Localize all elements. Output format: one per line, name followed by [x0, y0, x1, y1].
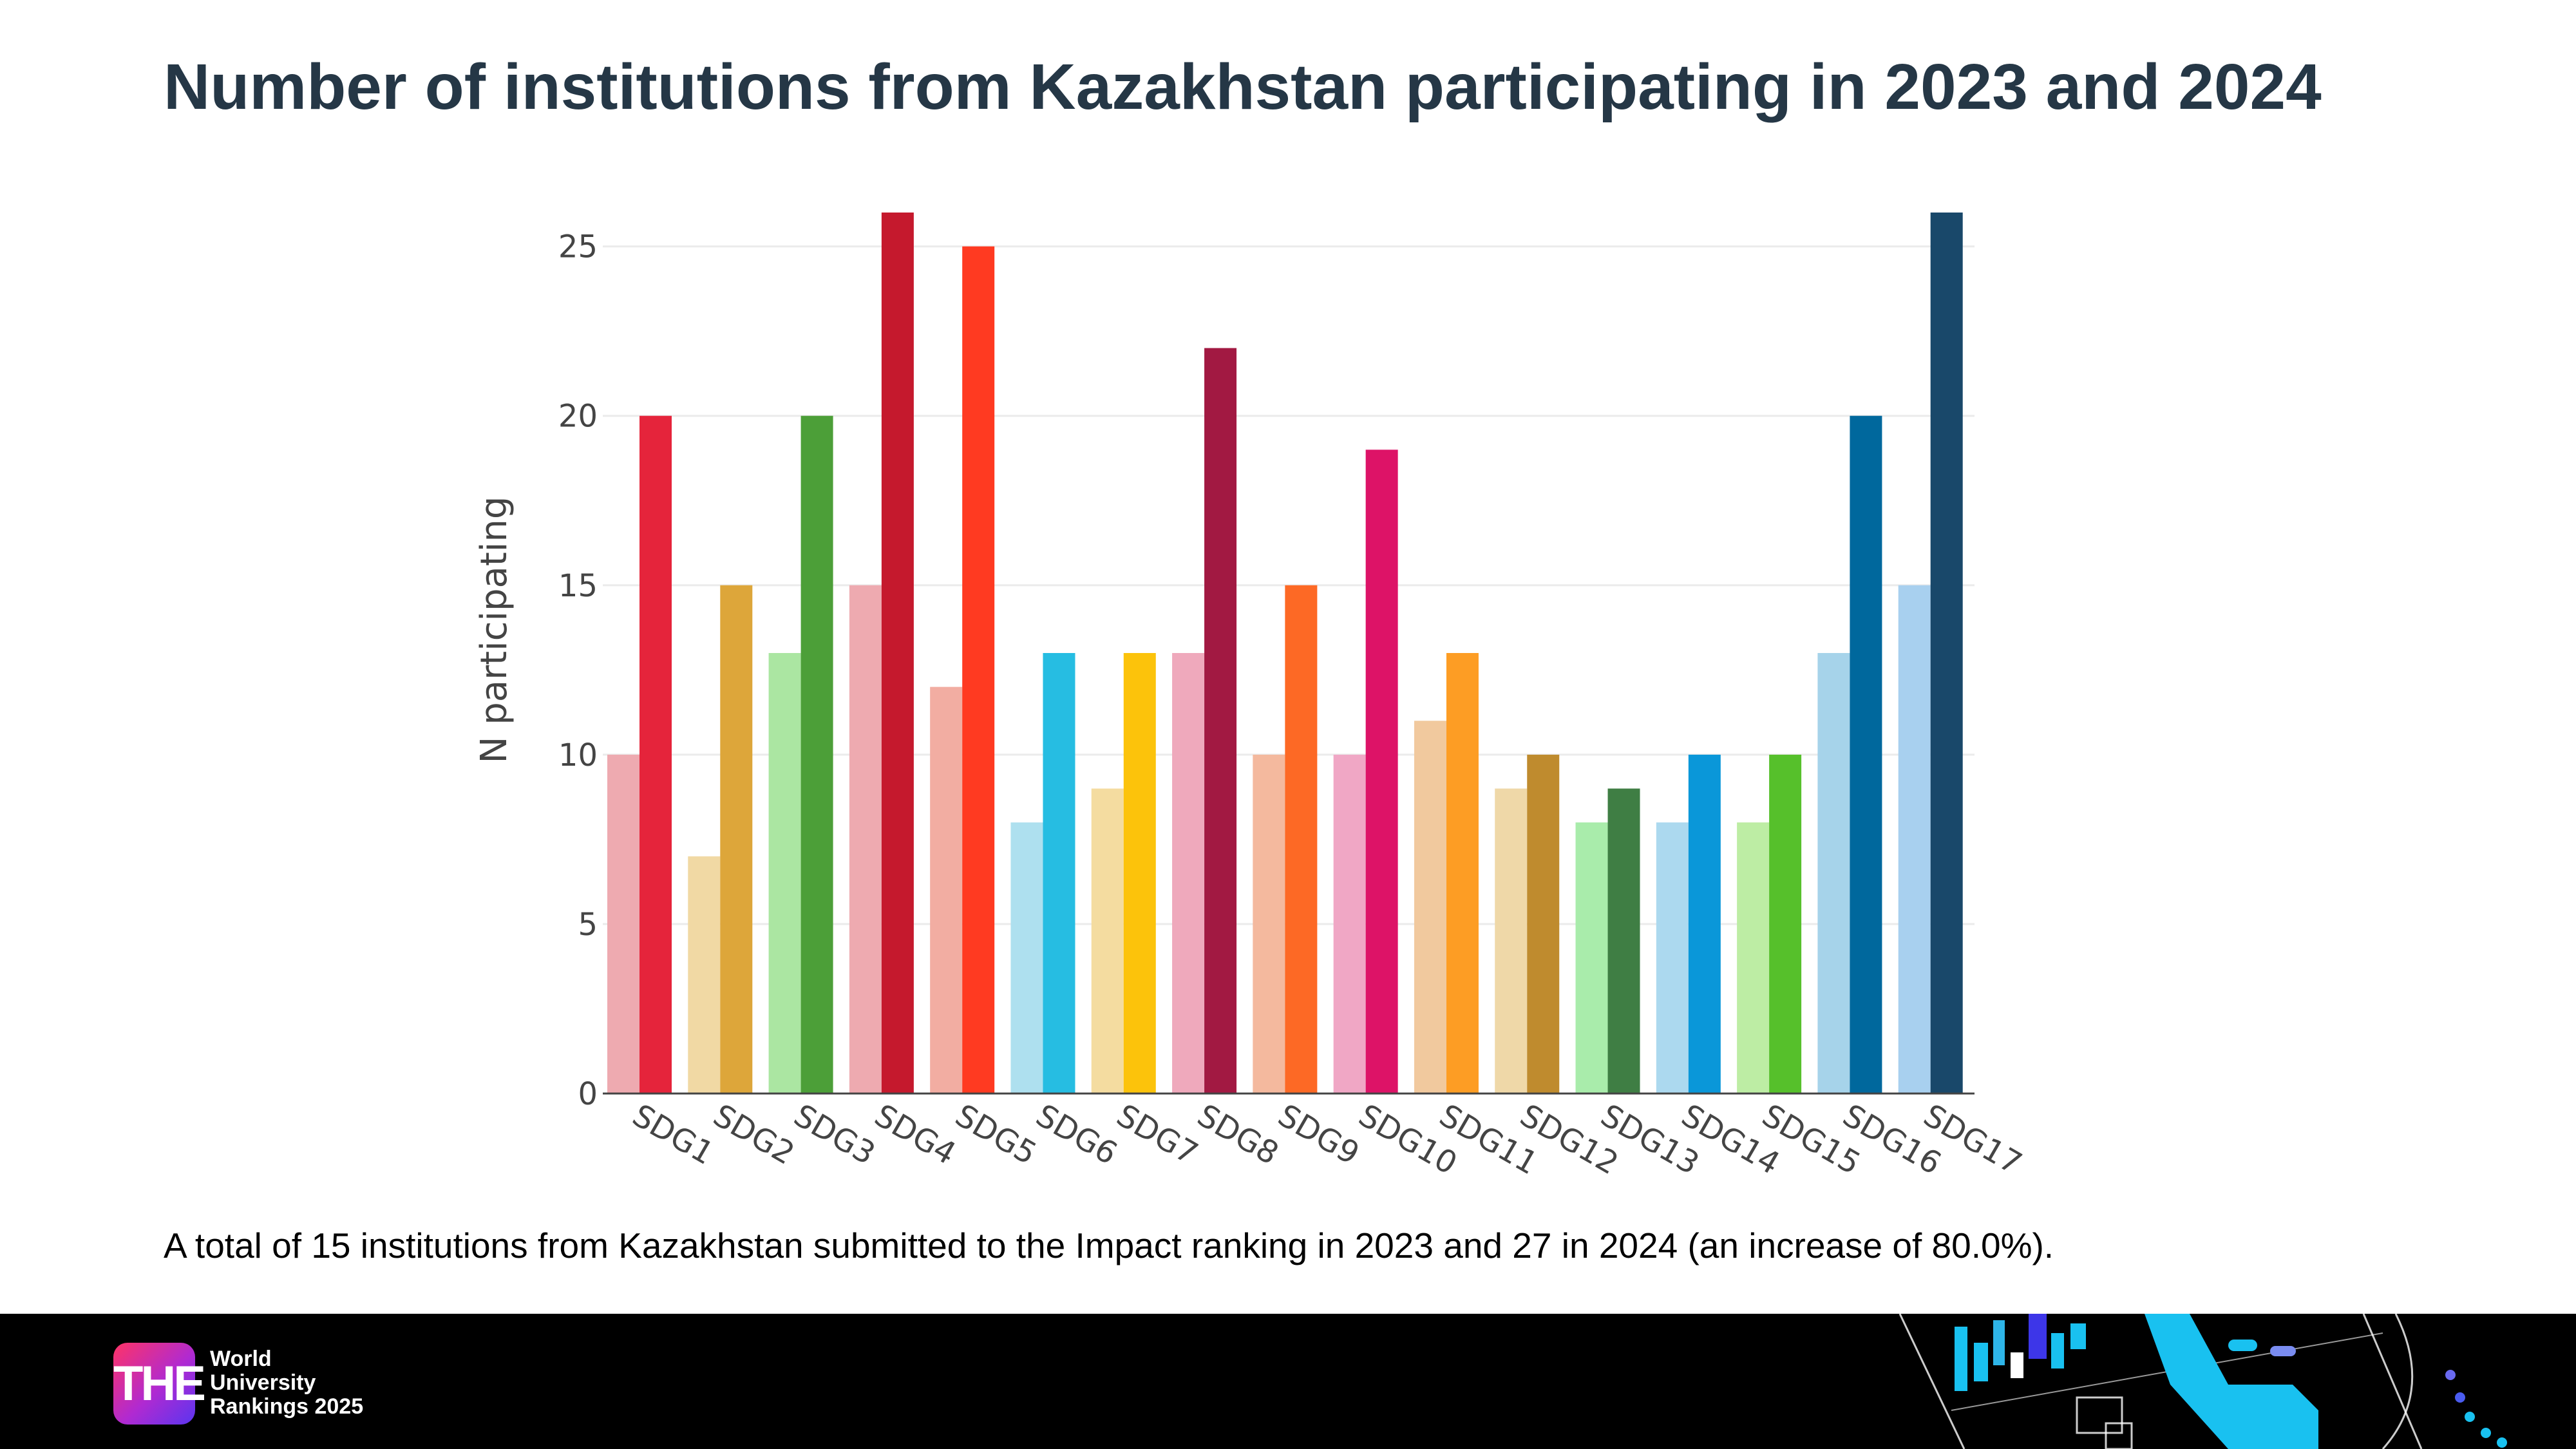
deco-hand: [2145, 1314, 2318, 1449]
bar-2024-sdg8: [1204, 348, 1237, 1094]
y-tick-label: 25: [558, 229, 598, 265]
y-tick-label: 10: [558, 737, 598, 773]
bar-2023-sdg4: [849, 585, 882, 1094]
x-tick-label: SDG6: [1030, 1097, 1123, 1172]
bar-2023-sdg9: [1253, 754, 1285, 1094]
bar-2023-sdg5: [930, 687, 963, 1094]
deco-line: [2362, 1314, 2423, 1449]
deco-bar: [1955, 1327, 1967, 1391]
deco-arc: [2382, 1314, 2414, 1449]
bar-2023-sdg16: [1817, 653, 1850, 1094]
bar-2024-sdg15: [1769, 754, 1802, 1094]
deco-box: [2105, 1422, 2133, 1449]
bar-2023-sdg6: [1010, 822, 1043, 1094]
y-axis-label: N participating: [473, 497, 515, 764]
deco-bar: [1993, 1320, 2005, 1365]
deco-dot: [2455, 1392, 2465, 1403]
bar-2024-sdg7: [1123, 653, 1156, 1094]
bar-2024-sdg1: [639, 415, 672, 1094]
deco-box: [2076, 1396, 2123, 1434]
bar-2023-sdg11: [1414, 721, 1446, 1094]
summary-text: A total of 15 institutions from Kazakhst…: [164, 1226, 2054, 1265]
bar-2024-sdg9: [1285, 585, 1318, 1094]
deco-bar: [1974, 1343, 1988, 1381]
deco-dot: [2465, 1412, 2475, 1422]
bar-2023-sdg12: [1495, 788, 1528, 1094]
logo-line: Rankings 2025: [210, 1394, 364, 1419]
bar-2024-sdg10: [1365, 450, 1398, 1094]
bar-2024-sdg14: [1688, 754, 1721, 1094]
x-tick-label: SDG8: [1191, 1097, 1285, 1172]
bar-2024-sdg11: [1446, 653, 1479, 1094]
deco-bar: [2070, 1323, 2086, 1349]
bar-2023-sdg14: [1656, 822, 1689, 1094]
x-tick-label: SDG9: [1272, 1097, 1365, 1172]
deco-dot: [2497, 1437, 2507, 1448]
deco-bar: [2051, 1333, 2064, 1368]
y-tick-label: 15: [558, 568, 598, 604]
x-tick-label: SDG3: [788, 1097, 881, 1172]
decorative-graphic: [1899, 1314, 2507, 1449]
bar-2023-sdg1: [607, 754, 639, 1094]
bar-2023-sdg7: [1091, 788, 1124, 1094]
x-tick-label: SDG1: [627, 1097, 720, 1172]
logo-line: World: [210, 1347, 272, 1371]
bar-2023-sdg13: [1575, 822, 1608, 1094]
x-tick-label: SDG4: [869, 1097, 962, 1172]
x-tick-label: SDG2: [707, 1097, 800, 1172]
bar-chart: 0510152025SDG1SDG2SDG3SDG4SDG5SDG6SDG7SD…: [473, 213, 2028, 1182]
bar-2023-sdg2: [688, 856, 721, 1094]
deco-dash: [2228, 1340, 2257, 1351]
bar-2024-sdg6: [1043, 653, 1075, 1094]
y-tick-label: 20: [558, 399, 598, 435]
bar-2024-sdg3: [800, 415, 833, 1094]
bar-2023-sdg3: [768, 653, 801, 1094]
logo-line: University: [210, 1370, 316, 1395]
bar-2023-sdg15: [1737, 822, 1770, 1094]
bar-2024-sdg2: [720, 585, 753, 1094]
footer-bar: THE World University Rankings 2025: [0, 1314, 2576, 1449]
bar-2023-sdg8: [1172, 653, 1205, 1094]
deco-bar: [2029, 1314, 2047, 1359]
deco-dot: [2481, 1428, 2491, 1438]
bar-2024-sdg13: [1607, 788, 1640, 1094]
bars: [607, 213, 1963, 1094]
deco-bar: [2011, 1352, 2023, 1378]
page-title: Number of institutions from Kazakhstan p…: [164, 51, 2322, 123]
logo-text: World University Rankings 2025: [210, 1347, 363, 1419]
bar-2023-sdg10: [1333, 754, 1366, 1094]
deco-dash: [2270, 1346, 2296, 1356]
the-logo: THE: [113, 1343, 206, 1425]
bar-2024-sdg12: [1527, 754, 1560, 1094]
deco-dot: [2445, 1370, 2456, 1380]
bar-2024-sdg5: [962, 246, 995, 1094]
bar-2024-sdg16: [1850, 415, 1882, 1094]
bar-2023-sdg17: [1898, 585, 1931, 1094]
deco-line: [1899, 1314, 1965, 1449]
y-tick-label: 0: [578, 1076, 598, 1112]
bar-2024-sdg17: [1930, 213, 1963, 1094]
x-tick-label: SDG5: [949, 1097, 1043, 1172]
y-tick-label: 5: [578, 907, 598, 943]
x-tick-label: SDG7: [1110, 1097, 1204, 1172]
bar-2024-sdg4: [881, 213, 914, 1094]
